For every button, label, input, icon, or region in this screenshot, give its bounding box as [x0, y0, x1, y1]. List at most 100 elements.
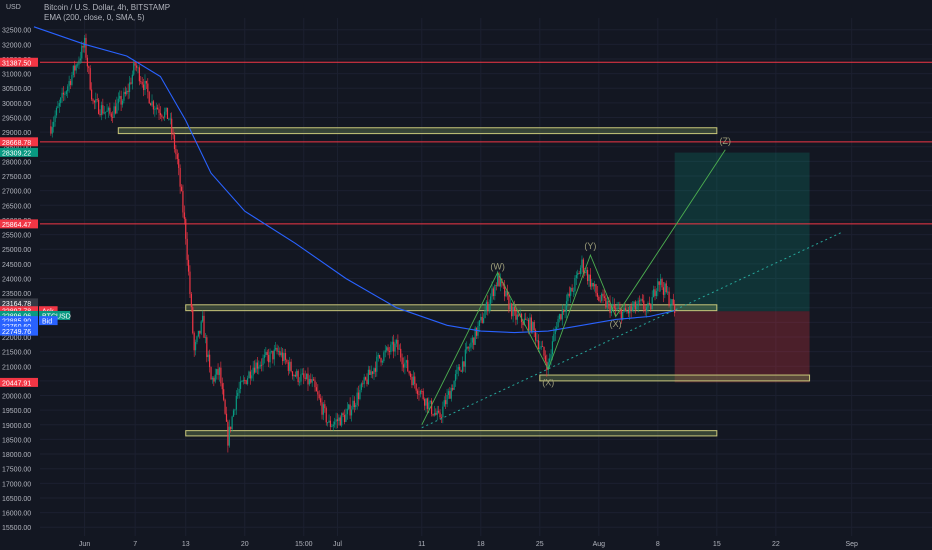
candle-body [605, 297, 607, 308]
candle [92, 98, 94, 105]
candle-body [106, 110, 108, 112]
candle-body [275, 347, 277, 350]
candle-body [374, 368, 377, 372]
candle-body [349, 404, 351, 416]
price-badge: 22749.76 [0, 326, 38, 336]
candle [71, 71, 73, 87]
candle [157, 104, 159, 110]
candle-body [253, 367, 256, 373]
candle [542, 340, 544, 347]
candle [110, 112, 112, 122]
candle [78, 56, 80, 70]
candle [328, 414, 330, 423]
candle-body [224, 399, 226, 414]
candle-body [334, 421, 336, 425]
candles [50, 33, 676, 453]
candle [322, 401, 325, 421]
candle-body [91, 89, 93, 100]
candle [124, 86, 126, 97]
candle-body [55, 107, 58, 116]
candle [595, 283, 597, 297]
candle [317, 384, 319, 401]
candle-body [637, 300, 639, 307]
candle-body [258, 366, 260, 369]
candle [376, 351, 378, 377]
candle [187, 254, 190, 276]
candle-body [369, 369, 371, 375]
candle [411, 374, 413, 389]
candle [262, 354, 264, 372]
candle-body [544, 355, 547, 362]
candle [300, 368, 302, 386]
candle-body [598, 296, 600, 301]
candle [245, 379, 247, 385]
candle-body [293, 374, 295, 377]
candle [603, 289, 606, 302]
candle [627, 307, 629, 318]
candle [481, 312, 483, 324]
candle [194, 339, 197, 356]
candle-body [492, 288, 495, 297]
candle [536, 333, 538, 343]
candle-body [428, 402, 430, 409]
candle-body [418, 394, 420, 395]
candle-body [379, 354, 381, 358]
candle-body [155, 107, 157, 110]
candle-body [147, 83, 149, 92]
candle [211, 376, 214, 384]
candle [394, 339, 396, 357]
candle-body [526, 319, 528, 321]
candle [128, 76, 131, 99]
candle-body [54, 115, 56, 122]
candle [148, 90, 150, 104]
candle-body [173, 135, 176, 149]
candle-body [575, 275, 577, 279]
candle [196, 335, 198, 345]
candle [263, 349, 266, 364]
candle-body [359, 389, 361, 400]
candle [138, 65, 140, 86]
candle-body [348, 404, 350, 409]
candle-body [561, 309, 563, 320]
candle-body [453, 380, 455, 390]
indicator-title: EMA (200, close, 0, SMA, 5) [44, 13, 145, 22]
candle-body [60, 97, 62, 104]
candle-body [445, 400, 447, 405]
candle [412, 370, 414, 386]
candle [605, 294, 607, 309]
candle [485, 299, 488, 315]
candle-body [527, 319, 530, 331]
candle [362, 380, 364, 388]
candle-body [51, 127, 53, 134]
candle [443, 396, 445, 407]
candle-body [481, 316, 483, 324]
price-badge-tag [39, 316, 58, 326]
candle-body [435, 412, 437, 415]
x-tick-label: 7 [133, 541, 137, 548]
candle-body [400, 348, 402, 358]
candle [516, 310, 518, 325]
candle [341, 412, 343, 428]
candle-body [609, 301, 611, 314]
candle [152, 99, 155, 115]
candle-body [549, 358, 551, 363]
candle [144, 74, 146, 96]
price-badge-tag [39, 310, 71, 320]
candle [207, 350, 209, 362]
candle-body [414, 376, 416, 384]
candle-body [300, 374, 302, 382]
candle [488, 299, 490, 314]
candle-body [505, 290, 507, 297]
candle [151, 94, 153, 107]
candle-body [457, 366, 459, 370]
candle-body [216, 369, 218, 375]
candle-body [312, 379, 315, 381]
candle-body [650, 304, 652, 310]
candle [487, 295, 489, 316]
ema-200-line [33, 26, 675, 334]
candle [563, 309, 565, 315]
candle-body [405, 360, 407, 363]
candle-body [657, 281, 659, 292]
candle [214, 368, 216, 384]
